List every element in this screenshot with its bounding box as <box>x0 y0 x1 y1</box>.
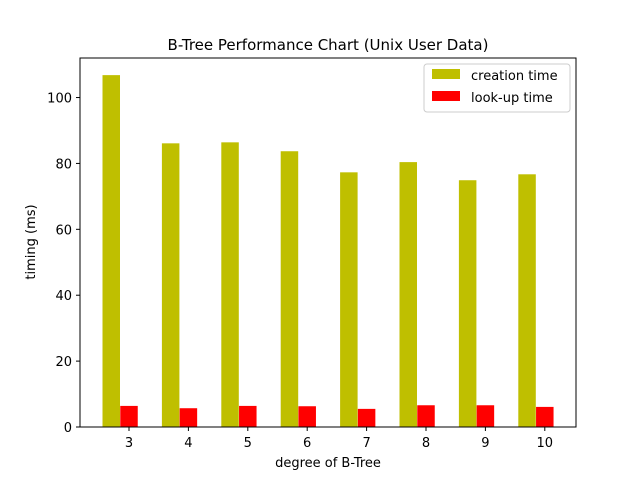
x-axis: 3 4 5 6 7 8 9 10 <box>125 427 553 451</box>
y-tick-label-80: 80 <box>55 157 72 172</box>
lookup-bar-8 <box>417 405 435 427</box>
creation-bar-9 <box>458 180 477 427</box>
legend-label-creation: creation time <box>471 69 558 84</box>
y-tick-label-20: 20 <box>55 355 72 370</box>
creation-bar-5 <box>221 142 239 427</box>
x-tick-label-7: 7 <box>362 436 370 451</box>
lookup-bar-3 <box>120 405 138 427</box>
x-tick-label-4: 4 <box>184 436 192 451</box>
bars-layer <box>102 75 554 428</box>
chart-title: B-Tree Performance Chart (Unix User Data… <box>168 36 489 54</box>
y-tick-label-60: 60 <box>55 223 72 238</box>
legend: creation time look-up time <box>423 63 571 113</box>
plot-frame <box>79 57 577 428</box>
lookup-bar-9 <box>476 405 495 427</box>
x-tick-label-10: 10 <box>537 436 554 451</box>
y-axis: 0 20 40 60 80 100 <box>47 92 80 436</box>
x-tick-label-6: 6 <box>303 436 311 451</box>
creation-bar-10 <box>518 174 536 427</box>
x-tick-label-9: 9 <box>481 436 489 451</box>
x-tick-label-5: 5 <box>244 436 252 451</box>
legend-swatch-creation <box>432 69 460 79</box>
x-axis-label: degree of B-Tree <box>275 456 381 471</box>
legend-label-lookup: look-up time <box>471 91 553 106</box>
y-axis-label: timing (ms) <box>24 204 39 279</box>
lookup-bar-4 <box>179 408 198 427</box>
y-tick-label-40: 40 <box>55 289 72 304</box>
lookup-bar-6 <box>298 406 316 427</box>
legend-box <box>423 63 571 113</box>
lookup-bar-7 <box>357 408 376 427</box>
creation-bar-3 <box>102 75 120 427</box>
creation-bar-8 <box>399 162 417 428</box>
legend-swatch-lookup <box>432 91 460 101</box>
y-tick-label-0: 0 <box>64 421 72 436</box>
x-tick-label-3: 3 <box>125 436 133 451</box>
lookup-bar-10 <box>536 406 554 427</box>
creation-bar-7 <box>340 172 358 427</box>
creation-bar-4 <box>161 143 180 427</box>
lookup-bar-5 <box>239 405 257 427</box>
creation-bar-6 <box>280 151 299 428</box>
y-tick-label-100: 100 <box>47 92 72 107</box>
x-tick-label-8: 8 <box>422 436 430 451</box>
